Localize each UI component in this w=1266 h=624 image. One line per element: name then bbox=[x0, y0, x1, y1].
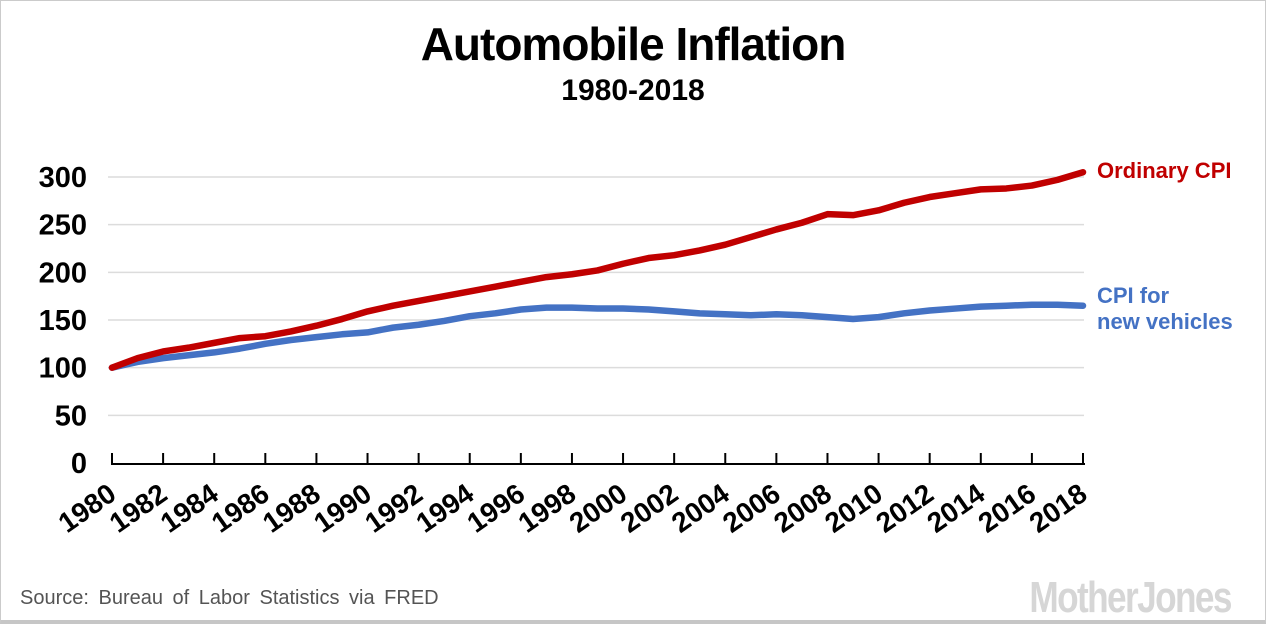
y-tick-label: 250 bbox=[39, 210, 87, 242]
y-tick-label: 0 bbox=[71, 448, 87, 480]
series-line-ordinary-cpi bbox=[108, 168, 1087, 371]
series-line-cpi-for-new-vehicles bbox=[108, 301, 1087, 371]
y-tick-label: 150 bbox=[39, 305, 87, 337]
y-tick-label: 100 bbox=[39, 353, 87, 385]
legend-ordinary-cpi-label: Ordinary CPI bbox=[1097, 158, 1232, 183]
source-credit: Source: Bureau of Labor Statistics via F… bbox=[20, 587, 439, 609]
chart-subtitle: 1980-2018 bbox=[561, 74, 705, 107]
y-tick-label: 50 bbox=[55, 400, 87, 432]
legend-new-vehicles: CPI for new vehicles bbox=[1097, 283, 1233, 335]
y-tick-label: 200 bbox=[39, 257, 87, 289]
chart-title: Automobile Inflation bbox=[420, 18, 847, 70]
y-tick-label: 300 bbox=[39, 162, 87, 194]
legend-ordinary-cpi: Ordinary CPI bbox=[1097, 158, 1231, 184]
legend-new-vehicles-line2: new vehicles bbox=[1097, 309, 1233, 334]
legend-new-vehicles-line1: CPI for bbox=[1097, 283, 1170, 308]
mother-jones-logo: MotherJones bbox=[1029, 573, 1233, 622]
x-tick-label: 2018 bbox=[1024, 478, 1093, 539]
